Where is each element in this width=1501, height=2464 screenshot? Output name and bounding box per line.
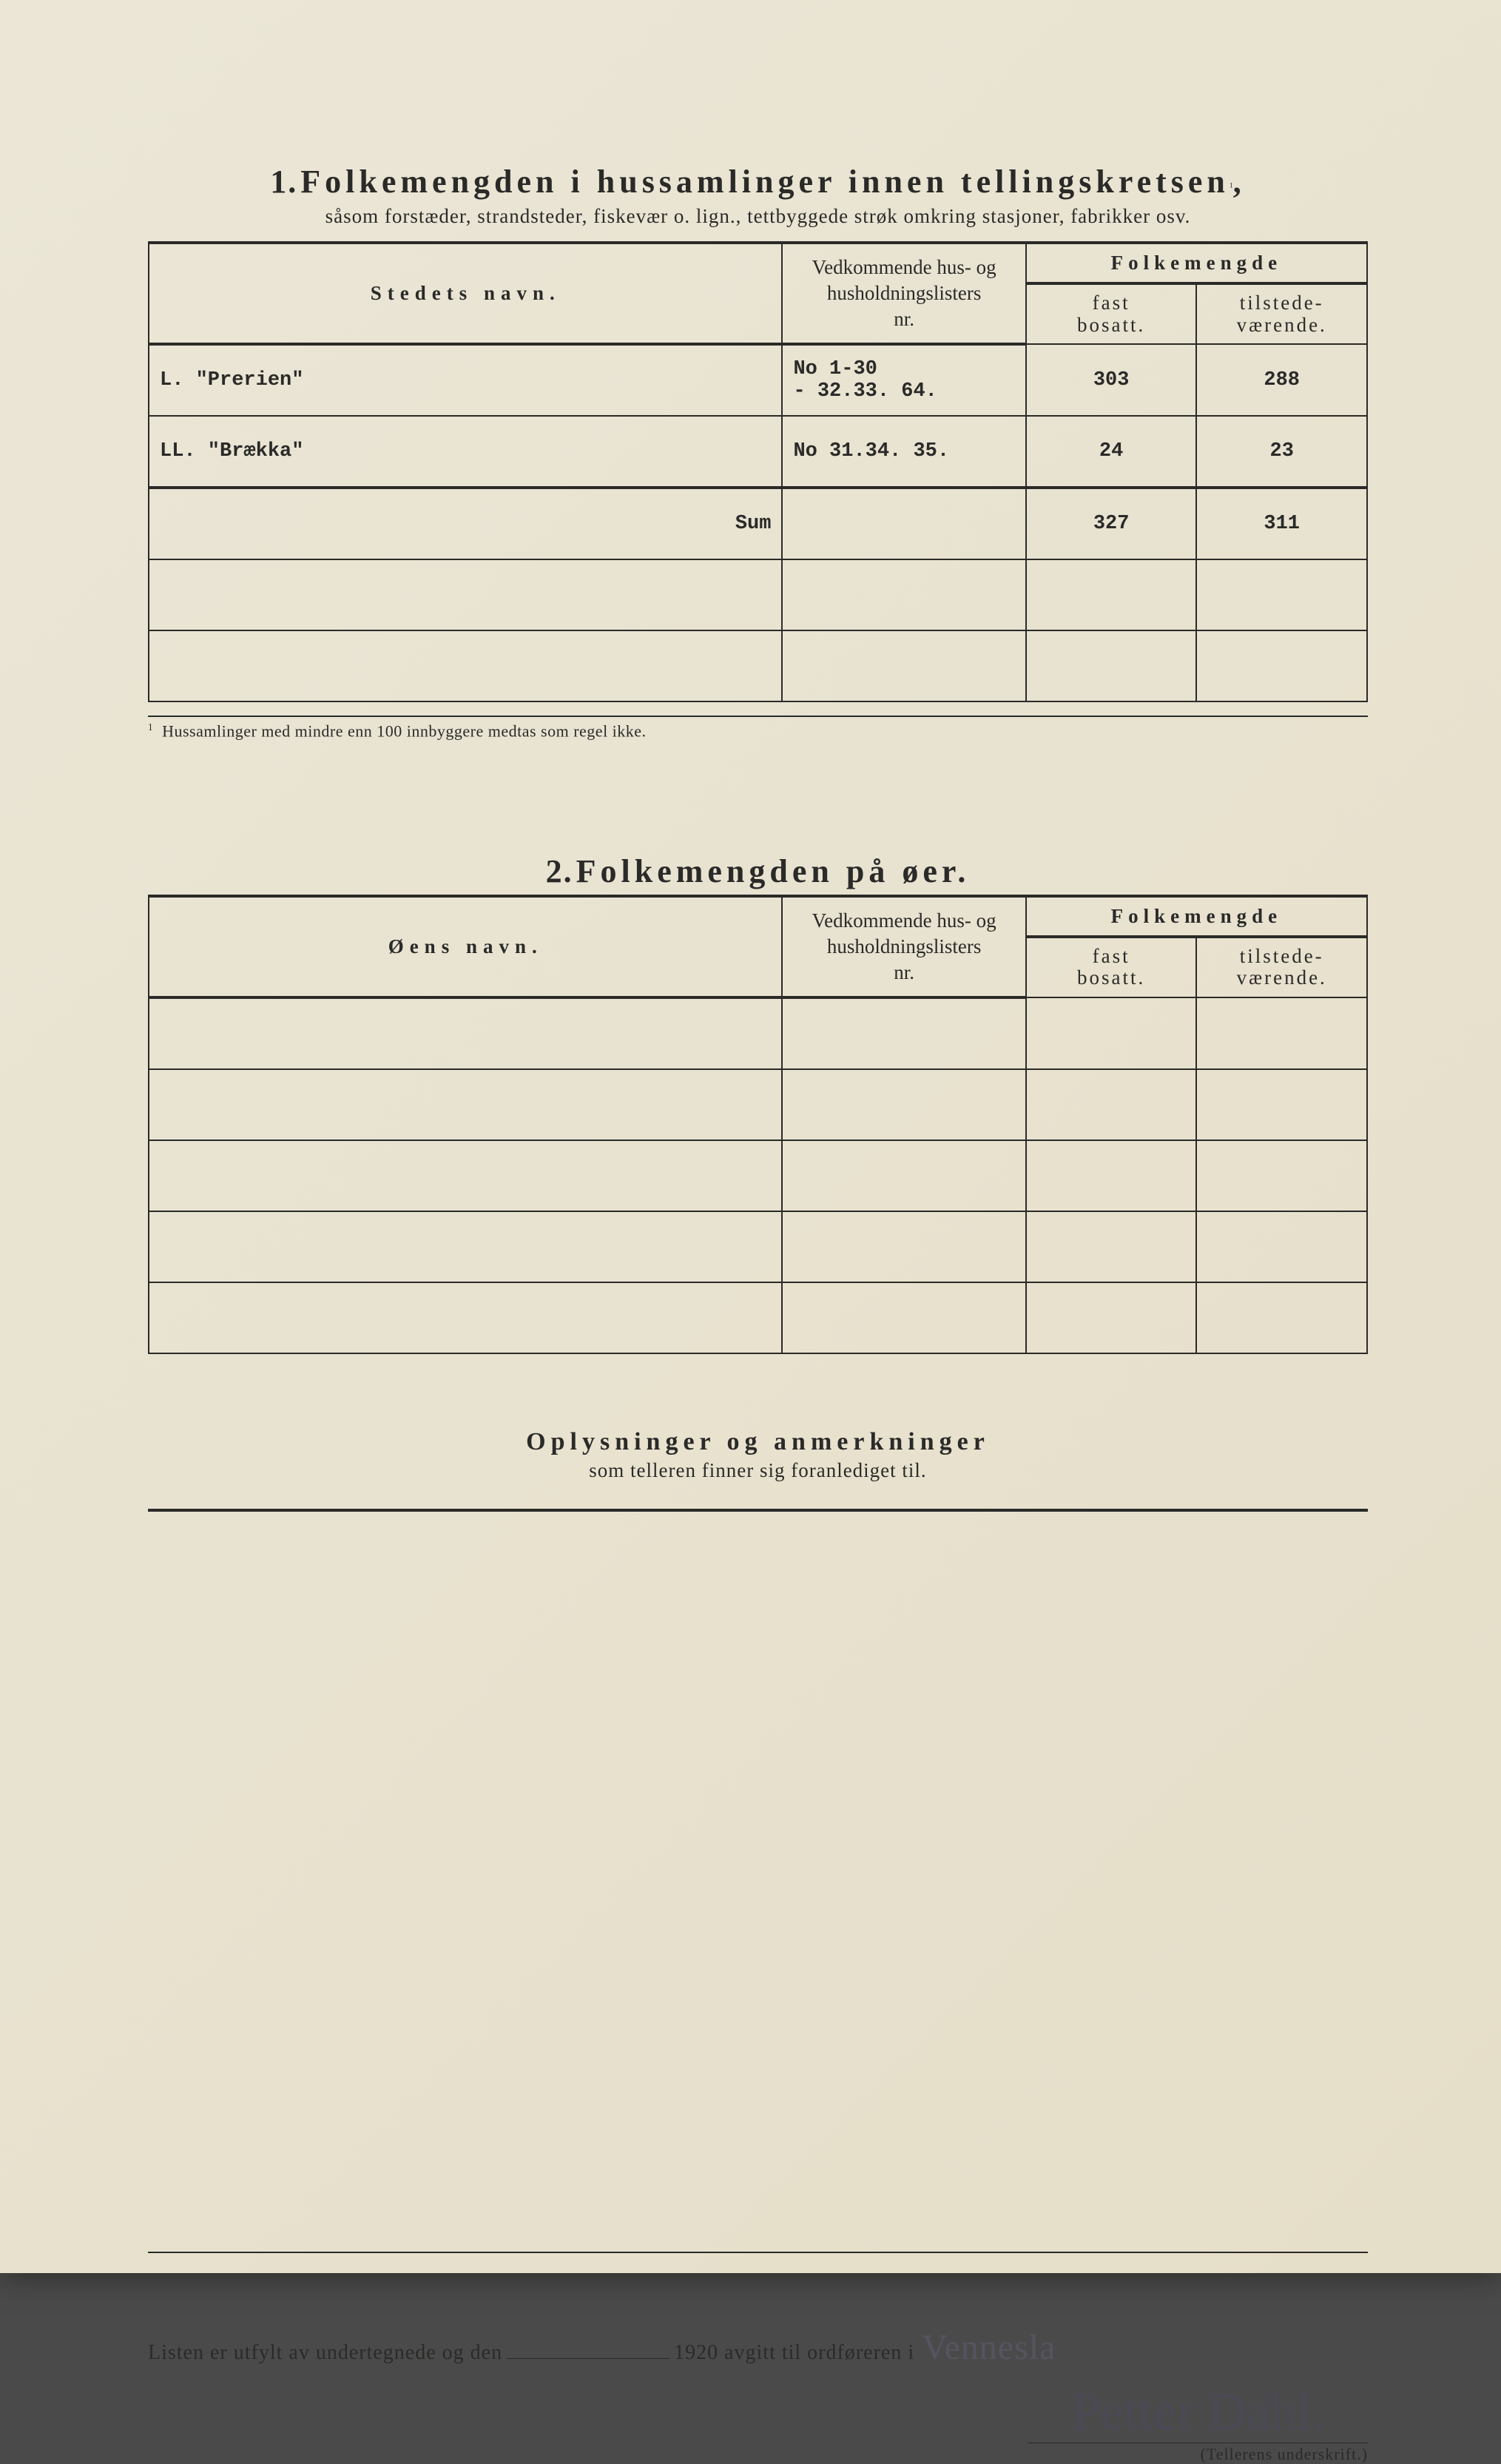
section-1-title-line: 1. Folkemengden i hussamlinger innen tel… bbox=[148, 163, 1368, 201]
th-oens-navn: Øens navn. bbox=[149, 896, 782, 997]
section-3: Oplysninger og anmerkninger som telleren… bbox=[148, 1428, 1368, 2253]
sum-label: Sum bbox=[149, 488, 782, 559]
footnote-text: Hussamlinger med mindre enn 100 innbygge… bbox=[162, 722, 646, 741]
table-row: LL. "Brækka"No 31.34. 35.2423 bbox=[149, 416, 1367, 488]
th-folkemengde: Folkemengde bbox=[1026, 243, 1367, 283]
th-tilstede: tilstede- værende. bbox=[1196, 283, 1367, 344]
signature-label: (Tellerens underskrift.) bbox=[148, 2445, 1368, 2464]
cell-fast-bosatt: 303 bbox=[1026, 344, 1197, 416]
section-1-subtitle: såsom forstæder, strandsteder, fiskevær … bbox=[148, 205, 1368, 228]
signature-area: Petter Dahl. (Tellerens underskrift.) bbox=[148, 2381, 1368, 2464]
section-2: 2. Folkemengden på øer. Øens navn. Vedko… bbox=[148, 852, 1368, 1354]
date-blank bbox=[507, 2358, 669, 2359]
section-1-footnote: 1 Hussamlinger med mindre enn 100 innbyg… bbox=[148, 716, 1368, 741]
section-3-subtitle: som telleren finner sig foranlediget til… bbox=[148, 1459, 1368, 1482]
signature: Petter Dahl. bbox=[1028, 2381, 1368, 2443]
cell-fast-bosatt: 24 bbox=[1026, 416, 1197, 488]
remarks-area bbox=[148, 1509, 1368, 2253]
sum-fast: 327 bbox=[1026, 488, 1197, 559]
cell-lister-nr: No 31.34. 35. bbox=[782, 416, 1025, 488]
declaration-line: Listen er utfylt av undertegnede og den … bbox=[148, 2327, 1368, 2368]
table-row-empty bbox=[149, 997, 1367, 1069]
handwritten-place: Vennesla bbox=[914, 2327, 1063, 2368]
footnote-sup: 1 bbox=[148, 721, 153, 733]
section-1-number: 1. bbox=[270, 164, 297, 200]
cell-sted-navn: L. "Prerien" bbox=[149, 344, 782, 416]
th-lister-nr: Vedkommende hus- og husholdningslisters … bbox=[782, 243, 1025, 344]
sum-tilstede: 311 bbox=[1196, 488, 1367, 559]
cell-sted-navn: LL. "Brækka" bbox=[149, 416, 782, 488]
sum-nr-cell bbox=[782, 488, 1025, 559]
th-folkemengde-2: Folkemengde bbox=[1026, 896, 1367, 937]
table-row-empty bbox=[149, 1282, 1367, 1353]
declaration-text-2: 1920 avgitt til ordføreren i bbox=[674, 2341, 914, 2365]
cell-tilstede: 288 bbox=[1196, 344, 1367, 416]
sum-row: Sum 327311 bbox=[149, 488, 1367, 559]
hussamlinger-table: Stedets navn. Vedkommende hus- og hushol… bbox=[148, 241, 1368, 702]
table-row-empty bbox=[149, 559, 1367, 630]
section-2-title-line: 2. Folkemengden på øer. bbox=[148, 852, 1368, 890]
table-row-empty bbox=[149, 1140, 1367, 1211]
cell-lister-nr: No 1-30- 32.33. 64. bbox=[782, 344, 1025, 416]
th-fast-bosatt-2: fast bosatt. bbox=[1026, 937, 1197, 997]
cell-tilstede: 23 bbox=[1196, 416, 1367, 488]
table-row: L. "Prerien"No 1-30- 32.33. 64.303288 bbox=[149, 344, 1367, 416]
census-form-page: 1. Folkemengden i hussamlinger innen tel… bbox=[0, 0, 1501, 2273]
table-row-empty bbox=[149, 1211, 1367, 1282]
table-row-empty bbox=[149, 630, 1367, 701]
th-tilstede-2: tilstede- værende. bbox=[1196, 937, 1367, 997]
section-2-number: 2. bbox=[546, 853, 573, 889]
declaration-text-1: Listen er utfylt av undertegnede og den bbox=[148, 2341, 502, 2365]
section-1-title: Folkemengden i hussamlinger innen tellin… bbox=[300, 164, 1230, 200]
section-2-title: Folkemengden på øer. bbox=[576, 853, 971, 889]
table-row-empty bbox=[149, 1069, 1367, 1140]
section-1: 1. Folkemengden i hussamlinger innen tel… bbox=[148, 163, 1368, 741]
th-lister-nr-2: Vedkommende hus- og husholdningslisters … bbox=[782, 896, 1025, 997]
oer-table: Øens navn. Vedkommende hus- og husholdni… bbox=[148, 895, 1368, 1354]
th-stedets-navn: Stedets navn. bbox=[149, 243, 782, 344]
th-fast-bosatt: fast bosatt. bbox=[1026, 283, 1197, 344]
section-3-title: Oplysninger og anmerkninger bbox=[148, 1428, 1368, 1456]
